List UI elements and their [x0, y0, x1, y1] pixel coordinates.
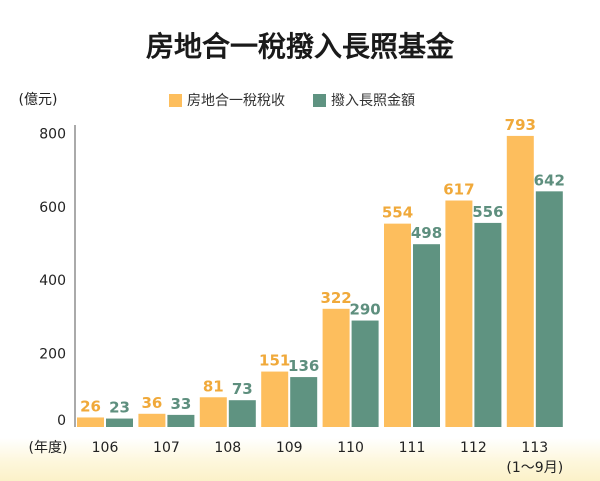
- ltc-fund-value-label: 33: [170, 395, 191, 413]
- ltc-fund-bar: [351, 320, 379, 427]
- x-tick-note: (1～9月): [506, 460, 563, 476]
- tax-revenue-value-label: 81: [203, 377, 224, 395]
- tax-revenue-value-label: 36: [141, 394, 162, 412]
- legend-swatch-ltc-fund: [313, 94, 326, 107]
- tax-revenue-value-label: 151: [259, 352, 290, 370]
- tax-revenue-bar: [322, 308, 350, 427]
- ltc-fund-value-label: 556: [472, 203, 503, 221]
- ltc-fund-bar: [106, 418, 133, 427]
- ltc-fund-value-label: 498: [411, 224, 442, 242]
- tax-revenue-value-label: 322: [320, 289, 351, 307]
- tax-revenue-bar: [199, 397, 227, 427]
- bars: [77, 135, 563, 427]
- tax-revenue-bar: [384, 223, 411, 427]
- ltc-fund-bar: [167, 414, 195, 427]
- ltc-fund-value-label: 290: [349, 301, 380, 319]
- x-tick-label: 108: [214, 440, 241, 456]
- y-axis-label: (億元): [19, 92, 58, 108]
- tax-revenue-bar: [138, 413, 166, 427]
- legend: 房地合一稅稅收 撥入長照金額: [169, 93, 415, 109]
- x-tick-label: 106: [92, 440, 119, 456]
- tax-revenue-bar: [261, 371, 289, 427]
- y-tick-label: 400: [39, 273, 66, 289]
- ltc-fund-bar: [535, 191, 563, 427]
- ltc-fund-value-label: 73: [232, 380, 253, 398]
- chart-title: 房地合一稅撥入長照基金: [146, 30, 455, 63]
- x-tick-label: 107: [153, 440, 180, 456]
- x-tick-label: 111: [399, 440, 426, 456]
- y-tick-label: 600: [39, 200, 66, 216]
- y-tick-label: 800: [39, 126, 66, 142]
- ltc-fund-value-label: 642: [534, 171, 565, 189]
- tax-revenue-value-label: 554: [382, 204, 413, 222]
- x-tick-label: 113: [521, 440, 548, 456]
- bar-labels: 26 36 81 151 322 554 617 793 23 33 73 136 290 498 556 6…: [80, 116, 565, 417]
- ltc-fund-bar: [228, 400, 256, 427]
- x-ticks: 106 107 108 109 110 111 112 113 (1～9月): [92, 440, 564, 476]
- y-tick-label: 0: [57, 413, 66, 429]
- x-tick-label: 112: [460, 440, 487, 456]
- x-tick-label: 110: [337, 440, 364, 456]
- ltc-fund-value-label: 136: [288, 357, 319, 375]
- legend-label-ltc-fund: 撥入長照金額: [331, 93, 415, 109]
- tax-revenue-bar: [77, 417, 104, 427]
- tax-revenue-value-label: 793: [505, 116, 536, 134]
- ltc-fund-bar: [474, 222, 502, 427]
- tax-revenue-bar: [506, 135, 534, 427]
- bottom-band: [0, 438, 600, 481]
- ltc-fund-bar: [290, 377, 318, 427]
- x-tick-label: 109: [276, 440, 303, 456]
- legend-swatch-tax-revenue: [169, 94, 182, 107]
- y-tick-label: 200: [39, 347, 66, 363]
- tax-revenue-bar: [445, 200, 473, 427]
- ltc-fund-value-label: 23: [109, 399, 130, 417]
- x-axis-label: (年度): [29, 440, 68, 456]
- y-ticks: 0 200 400 600 800: [39, 126, 66, 429]
- tax-revenue-value-label: 617: [443, 181, 474, 199]
- legend-label-tax-revenue: 房地合一稅稅收: [187, 93, 285, 109]
- ltc-fund-bar: [413, 244, 440, 427]
- tax-revenue-value-label: 26: [80, 397, 101, 415]
